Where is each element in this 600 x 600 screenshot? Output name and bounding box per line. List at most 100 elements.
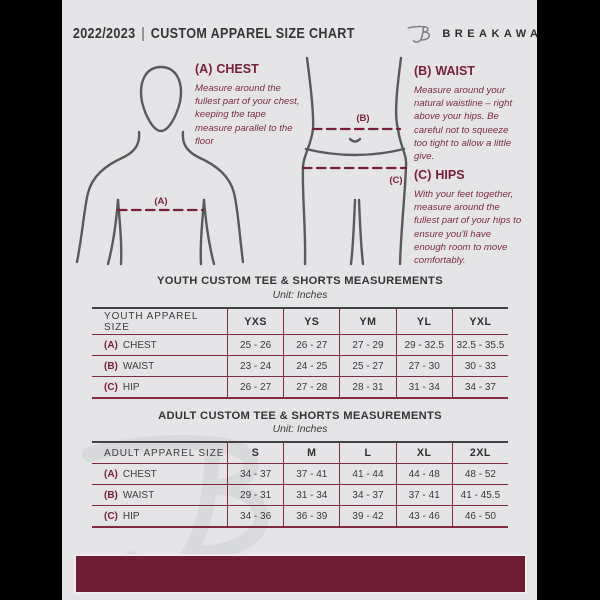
row-label: (C) HIP <box>92 506 227 526</box>
value-cell: 46 - 50 <box>451 506 508 526</box>
row-name: WAIST <box>122 360 155 372</box>
hips-line-label: (C) <box>389 175 402 186</box>
waist-description: Measure around your natural waistline – … <box>414 85 513 163</box>
row-key: (C) <box>104 381 118 393</box>
adult-size-label: ADULT APPAREL SIZE <box>104 447 225 459</box>
value-cell: 43 - 46 <box>395 506 452 526</box>
adult-size-xl: XL <box>395 443 452 463</box>
adult-hip-row: (C) HIP 34 - 36 36 - 39 39 - 42 43 - 46 4… <box>92 506 508 526</box>
hips-key: (C) <box>414 168 432 182</box>
adult-header-row: ADULT APPAREL SIZE S M L XL 2XL <box>92 443 508 464</box>
adult-waist-row: (B) WAIST 29 - 31 31 - 34 34 - 37 37 - 41… <box>92 485 508 506</box>
row-name: HIP <box>122 381 140 393</box>
value-cell: 27 - 29 <box>339 335 395 355</box>
chest-line-label: (A) <box>154 196 167 207</box>
youth-table-unit: Unit: Inches <box>272 290 328 301</box>
value-cell: 28 - 31 <box>339 377 395 397</box>
row-label: (B) WAIST <box>92 356 227 376</box>
row-label: (B) WAIST <box>92 485 227 505</box>
adult-table-title: ADULT CUSTOM TEE & SHORTS MEASUREMENTS <box>158 410 442 422</box>
value-cell: 41 - 44 <box>339 464 395 484</box>
chest-description: Measure around the fullest part of your … <box>195 83 300 147</box>
youth-table-title: YOUTH CUSTOM TEE & SHORTS MEASUREMENTS <box>157 275 443 287</box>
value-cell: 27 - 30 <box>395 356 452 376</box>
value-cell: 29 - 32.5 <box>395 335 452 355</box>
youth-header-row: YOUTH APPAREL SIZE YXS YS YM YL YXL <box>92 309 508 335</box>
row-label: (A) CHEST <box>92 464 227 484</box>
adult-size-table: ADULT APPAREL SIZE S M L XL 2XL (A) CHEST… <box>92 441 508 528</box>
value-cell: 27 - 28 <box>283 377 339 397</box>
value-cell: 48 - 52 <box>451 464 508 484</box>
youth-size-table: YOUTH APPAREL SIZE YXS YS YM YL YXL (A) C… <box>92 307 508 399</box>
youth-chest-row: (A) CHEST 25 - 26 26 - 27 27 - 29 29 - 32… <box>92 335 508 356</box>
youth-size-yl: YL <box>395 309 452 334</box>
youth-size-yxs: YXS <box>227 309 283 334</box>
youth-waist-row: (B) WAIST 23 - 24 24 - 25 25 - 27 27 - 30… <box>92 356 508 377</box>
row-label: (C) HIP <box>92 377 227 397</box>
row-name: CHEST <box>122 468 157 480</box>
value-cell: 29 - 31 <box>227 485 283 505</box>
footer-accent-bar <box>74 554 527 594</box>
hips-name: HIPS <box>435 168 465 182</box>
row-key: (B) <box>104 360 118 372</box>
adult-size-l: L <box>339 443 395 463</box>
value-cell: 31 - 34 <box>395 377 452 397</box>
row-name: CHEST <box>122 339 157 351</box>
value-cell: 25 - 27 <box>339 356 395 376</box>
chest-heading: (A) CHEST <box>195 62 263 76</box>
adult-size-2xl: 2XL <box>451 443 508 463</box>
waist-heading: (B) WAIST <box>414 64 479 78</box>
youth-hip-row: (C) HIP 26 - 27 27 - 28 28 - 31 31 - 34 3… <box>92 377 508 397</box>
breakaway-b-logo-icon <box>407 25 431 43</box>
title-separator: | <box>141 25 145 42</box>
row-key: (B) <box>104 489 118 501</box>
youth-size-ym: YM <box>339 309 395 334</box>
row-key: (A) <box>104 339 118 351</box>
chest-key: (A) <box>195 62 213 76</box>
page-title: 2022/2023 | CUSTOM APPAREL SIZE CHART <box>73 25 355 42</box>
waist-name: WAIST <box>435 64 475 78</box>
adult-size-s: S <box>227 443 283 463</box>
value-cell: 25 - 26 <box>227 335 283 355</box>
value-cell: 34 - 36 <box>227 506 283 526</box>
youth-size-yxl: YXL <box>451 309 508 334</box>
value-cell: 26 - 27 <box>283 335 339 355</box>
value-cell: 39 - 42 <box>339 506 395 526</box>
value-cell: 31 - 34 <box>283 485 339 505</box>
adult-chest-row: (A) CHEST 34 - 37 37 - 41 41 - 44 44 - 48… <box>92 464 508 485</box>
torso-figure: (A) <box>75 65 244 266</box>
value-cell: 34 - 37 <box>451 377 508 397</box>
hips-figure: (B) (C) <box>301 56 408 266</box>
brand-lockup: BREAKAWAY <box>407 22 537 45</box>
value-cell: 37 - 41 <box>283 464 339 484</box>
page-header: 2022/2023 | CUSTOM APPAREL SIZE CHART BREA… <box>62 22 537 45</box>
value-cell: 37 - 41 <box>395 485 452 505</box>
hips-heading: (C) HIPS <box>414 168 469 182</box>
season-label: 2022/2023 <box>72 25 136 42</box>
row-name: HIP <box>122 510 140 522</box>
youth-size-ys: YS <box>283 309 339 334</box>
adult-size-m: M <box>283 443 339 463</box>
size-chart-page: 2022/2023 | CUSTOM APPAREL SIZE CHART BREA… <box>62 0 537 600</box>
measurement-guide: (A) (B) (C) (A) CHEST <box>62 55 537 270</box>
hips-description: With your feet together, measure around … <box>414 189 522 267</box>
adult-table-unit: Unit: Inches <box>272 424 328 435</box>
page-content: 2022/2023 | CUSTOM APPAREL SIZE CHART BREA… <box>62 0 537 600</box>
value-cell: 34 - 37 <box>227 464 283 484</box>
value-cell: 23 - 24 <box>227 356 283 376</box>
value-cell: 44 - 48 <box>395 464 452 484</box>
title-text: CUSTOM APPAREL SIZE CHART <box>150 25 355 42</box>
value-cell: 32.5 - 35.5 <box>451 335 508 355</box>
value-cell: 36 - 39 <box>283 506 339 526</box>
chest-name: CHEST <box>216 62 259 76</box>
value-cell: 26 - 27 <box>227 377 283 397</box>
brand-name: BREAKAWAY <box>442 27 537 40</box>
row-key: (A) <box>104 468 118 480</box>
value-cell: 34 - 37 <box>339 485 395 505</box>
row-name: WAIST <box>122 489 155 501</box>
value-cell: 24 - 25 <box>283 356 339 376</box>
waist-line-label: (B) <box>356 113 369 124</box>
row-label: (A) CHEST <box>92 335 227 355</box>
value-cell: 30 - 33 <box>451 356 508 376</box>
